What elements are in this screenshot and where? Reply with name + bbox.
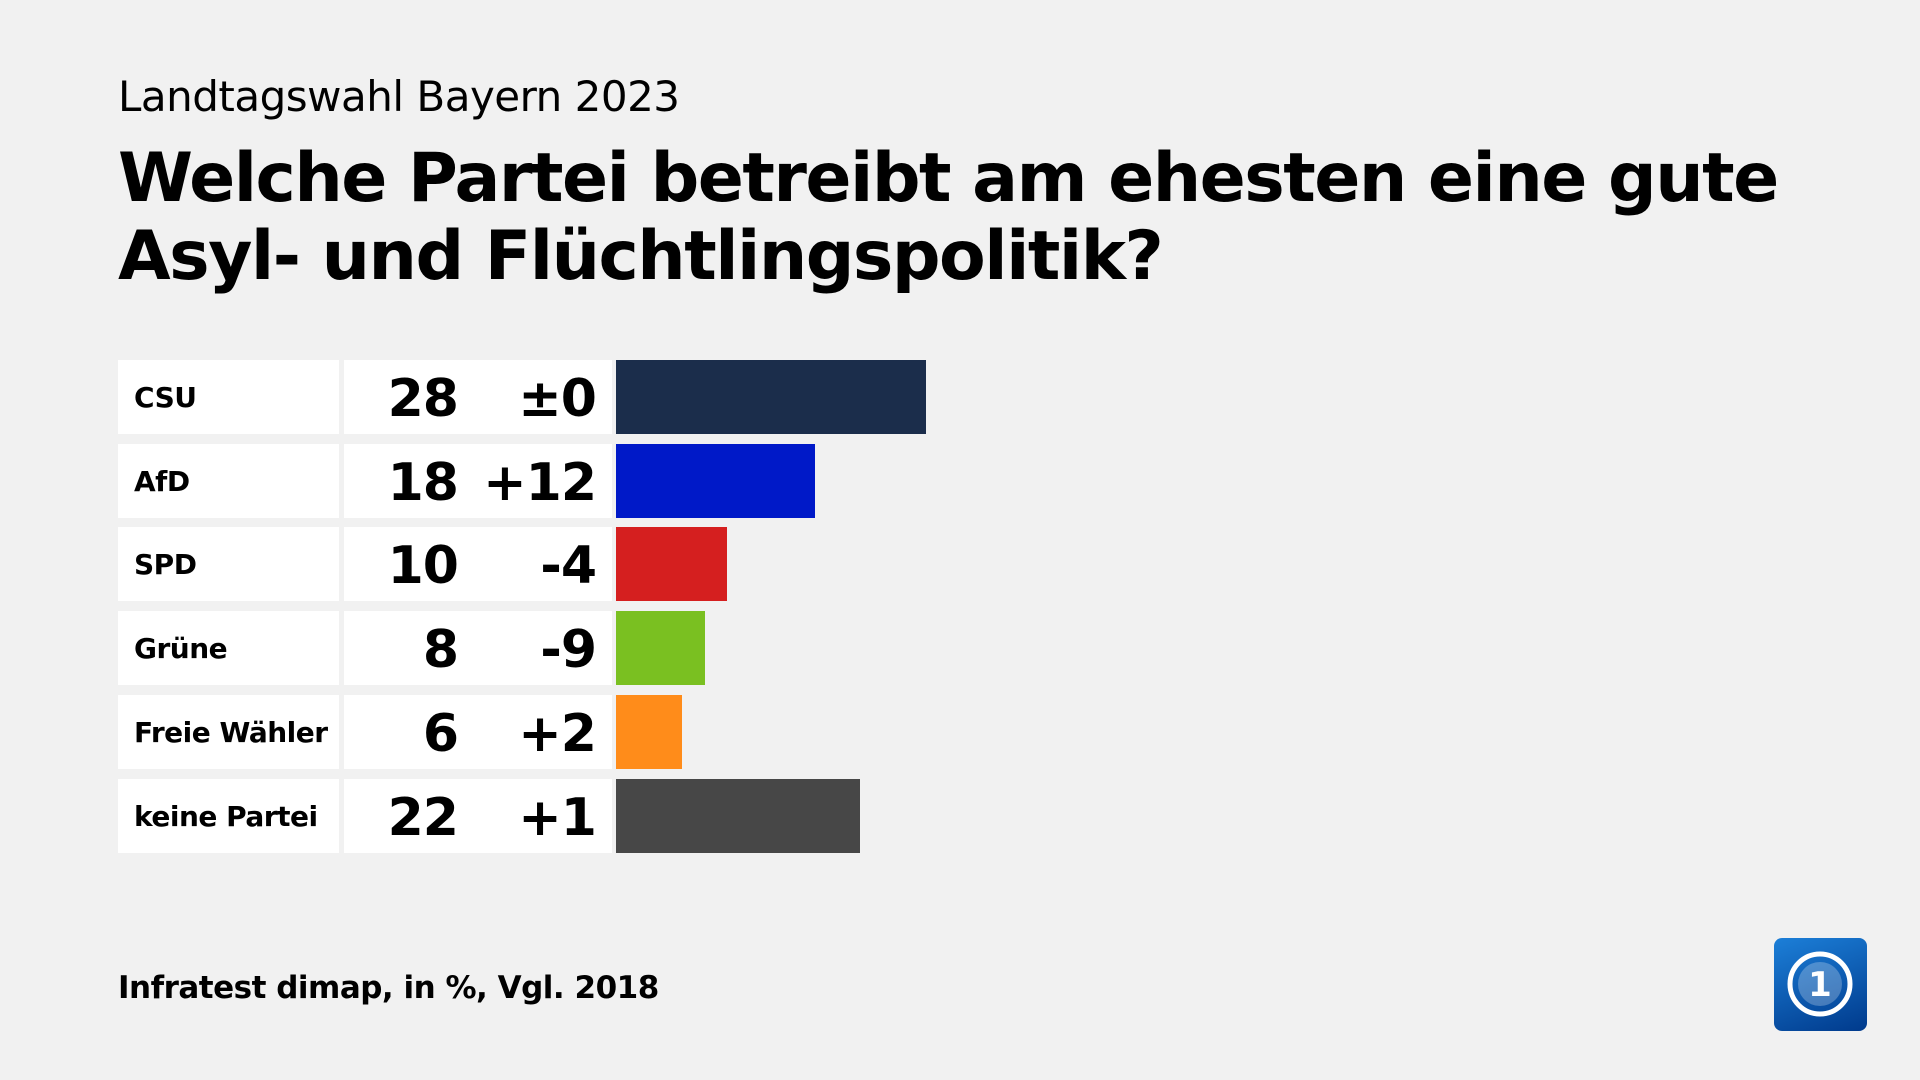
- change-label: +12: [483, 452, 597, 513]
- category-label-box: CSU: [118, 360, 339, 434]
- category-label-box: AfD: [118, 443, 339, 518]
- category-label-box: Freie Wähler: [118, 694, 339, 769]
- change-label: -4: [540, 536, 597, 597]
- change-label: -9: [540, 620, 597, 681]
- svg-text:1: 1: [1808, 965, 1832, 1005]
- chart-title: Welche Partei betreibt am ehesten eine g…: [118, 139, 1779, 296]
- category-label-box: keine Partei: [118, 778, 339, 853]
- value-box: 6 +2: [344, 694, 612, 769]
- change-label: ±0: [518, 369, 597, 429]
- value-label: 8: [422, 620, 459, 681]
- category-label: SPD: [134, 548, 197, 582]
- source-note: Infratest dimap, in %, Vgl. 2018: [118, 970, 659, 1006]
- value-label: 28: [387, 369, 459, 429]
- category-label-box: Grüne: [118, 611, 339, 686]
- category-label: keine Partei: [134, 799, 318, 833]
- bar: [616, 443, 816, 518]
- value-box: 22 +1: [344, 778, 612, 853]
- bar: [616, 611, 705, 686]
- bar: [616, 527, 727, 602]
- value-box: 28 ±0: [344, 360, 612, 434]
- bar: [616, 778, 860, 853]
- value-box: 8 -9: [344, 611, 612, 686]
- bar: [616, 360, 926, 434]
- value-box: 18 +12: [344, 443, 612, 518]
- category-label: CSU: [134, 381, 197, 414]
- bar: [616, 694, 683, 769]
- category-label-box: SPD: [118, 527, 339, 602]
- category-label: Grüne: [134, 632, 228, 666]
- change-label: +1: [518, 787, 597, 848]
- value-label: 6: [422, 703, 459, 764]
- category-label: AfD: [134, 464, 190, 498]
- value-label: 10: [387, 536, 459, 597]
- value-box: 10 -4: [344, 527, 612, 602]
- change-label: +2: [518, 703, 597, 764]
- category-label: Freie Wähler: [134, 715, 328, 749]
- ard-logo-icon: 1: [1774, 938, 1867, 1031]
- value-label: 22: [387, 787, 459, 848]
- value-label: 18: [387, 452, 459, 513]
- chart-subtitle: Landtagswahl Bayern 2023: [118, 72, 680, 121]
